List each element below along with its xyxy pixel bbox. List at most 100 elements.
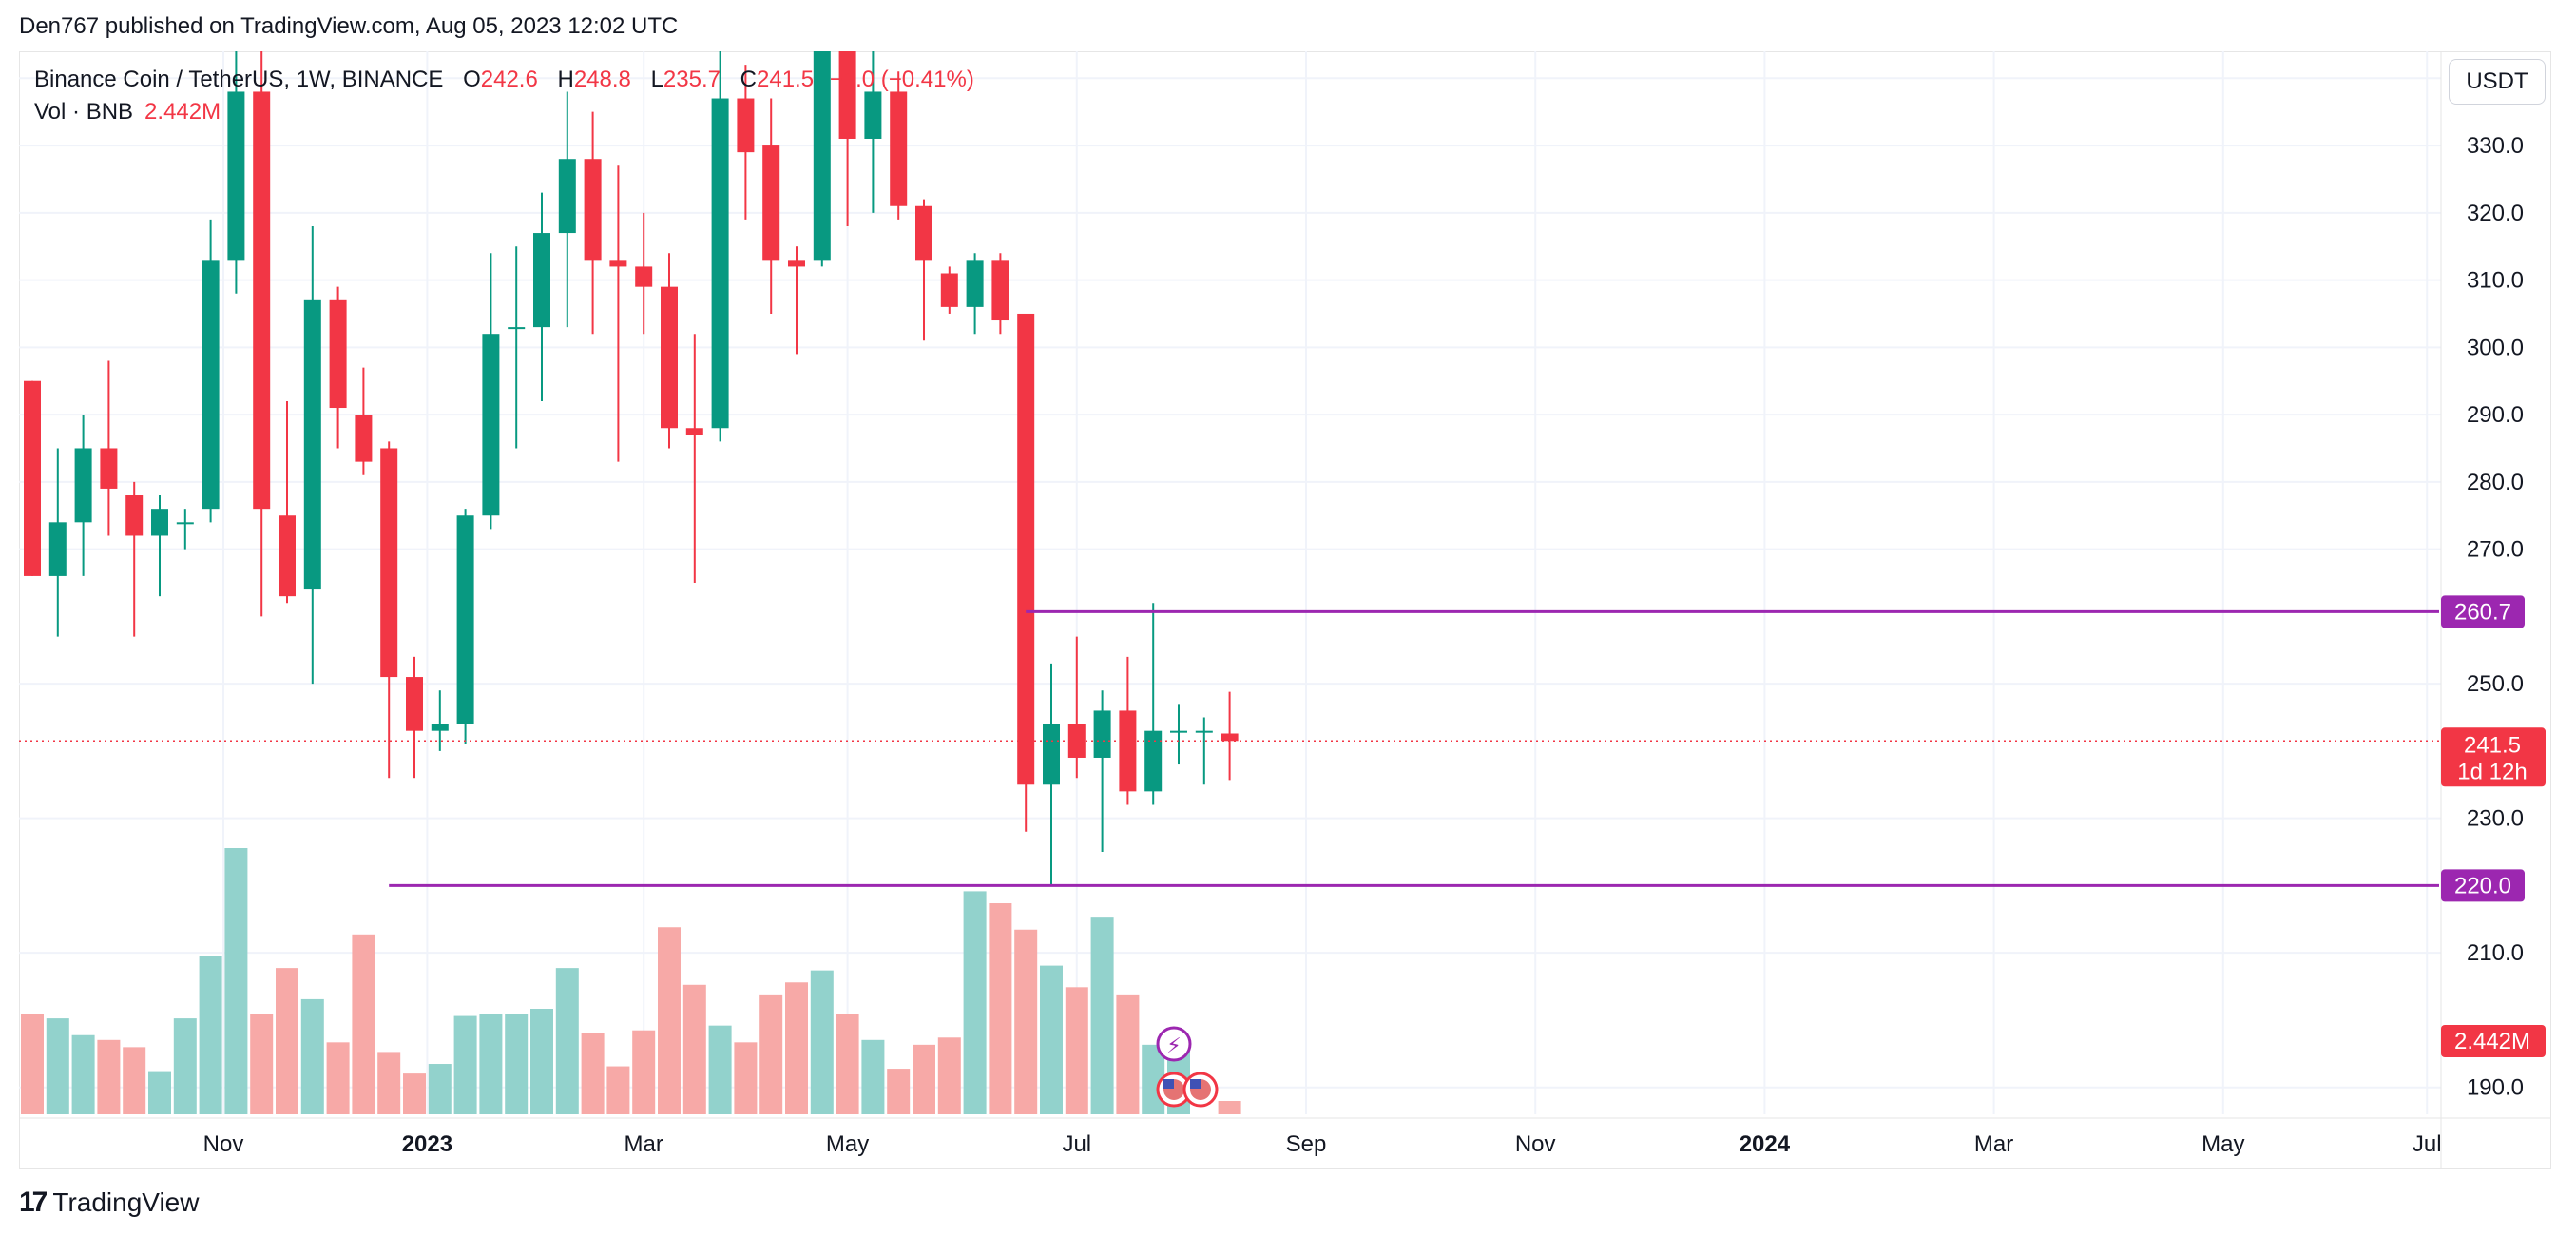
volume-bar (1116, 994, 1140, 1114)
close-value: 241.5 (757, 67, 815, 92)
volume-bar (453, 1015, 477, 1114)
level-price-label: 220.0 (2454, 873, 2511, 898)
volume-badge (2441, 1025, 2546, 1057)
candle-body (838, 51, 856, 139)
x-tick-label: Nov (203, 1131, 244, 1157)
candle-body (1093, 710, 1111, 758)
open-label: O (463, 67, 481, 92)
x-tick-label: May (2201, 1131, 2244, 1157)
volume-bar (1014, 929, 1038, 1114)
y-tick-label: 290.0 (2467, 402, 2524, 428)
volume-bar (937, 1037, 961, 1114)
candle-body (329, 299, 347, 409)
candle-body (125, 495, 144, 536)
currency-button[interactable]: USDT (2449, 59, 2546, 105)
chart-frame (19, 51, 2551, 1169)
level-price-badge (2441, 869, 2525, 902)
y-tick-label: 230.0 (2467, 806, 2524, 832)
volume-bar (505, 1014, 529, 1114)
x-tick-label: Sep (1286, 1131, 1327, 1157)
x-tick-label: Mar (1974, 1131, 2013, 1157)
candle-body (355, 415, 373, 462)
candle-body (380, 448, 398, 678)
high-value: 248.8 (573, 67, 631, 92)
volume-bar (759, 994, 783, 1114)
candle-body (635, 266, 653, 287)
volume-bar (300, 998, 324, 1114)
candle-body (48, 522, 67, 576)
volume-label[interactable]: Vol · BNB (34, 99, 134, 125)
candle-body (1067, 724, 1086, 758)
volume-bar (1065, 987, 1088, 1114)
volume-bar (861, 1039, 885, 1114)
volume-bar (148, 1071, 171, 1114)
candle-body (558, 159, 576, 234)
volume-bar (989, 903, 1012, 1114)
candle-body (508, 327, 526, 330)
candle-body (915, 205, 932, 261)
low-value: 235.7 (663, 67, 721, 92)
candle-body (864, 91, 882, 139)
volume-bar (199, 956, 222, 1114)
volume-bar (658, 927, 681, 1114)
change-value: −1.0 (−0.41%) (829, 67, 974, 92)
candle-body (1170, 730, 1187, 733)
tradingview-brand[interactable]: 17 TradingView (19, 1187, 199, 1219)
x-tick-label: Jul (2413, 1131, 2442, 1157)
y-tick-label: 250.0 (2467, 671, 2524, 697)
volume-bar (1040, 965, 1063, 1114)
lightning-event-icon (1156, 1026, 1192, 1062)
close-label: C (740, 67, 757, 92)
volume-bar (428, 1064, 452, 1114)
x-tick-label: Nov (1515, 1131, 1556, 1157)
volume-bar (46, 1018, 69, 1114)
candle-body (737, 98, 755, 153)
plot-area (21, 51, 1241, 1114)
candle-body (1043, 724, 1060, 785)
candle-body (279, 515, 296, 597)
volume-bar (1218, 1101, 1241, 1114)
y-tick-label: 280.0 (2467, 470, 2524, 495)
volume-bar (21, 1014, 44, 1114)
candle-body (991, 260, 1009, 321)
candle-body (788, 260, 805, 267)
y-tick-label: 270.0 (2467, 537, 2524, 563)
volume-legend: Vol · BNB 2.442M (34, 99, 221, 126)
candle-body (966, 260, 984, 307)
volume-bar (581, 1033, 605, 1114)
candle-body (940, 273, 958, 307)
brand-name: TradingView (52, 1188, 200, 1217)
volume-bar (224, 848, 248, 1114)
low-label: L (650, 67, 663, 92)
volume-bar (326, 1042, 350, 1114)
y-tick-label: 330.0 (2467, 133, 2524, 159)
us-flag-canton-icon (1163, 1079, 1174, 1089)
symbol-title[interactable]: Binance Coin / TetherUS, 1W, BINANCE (34, 67, 444, 92)
candle-body (661, 286, 678, 429)
volume-bar (71, 1034, 95, 1114)
volume-bar (250, 1014, 274, 1114)
tradingview-logo-icon: 17 (19, 1187, 48, 1218)
volume-bar (123, 1047, 146, 1114)
volume-bar (1090, 917, 1114, 1114)
volume-bar (836, 1014, 859, 1114)
x-tick-label: 2024 (1740, 1131, 1791, 1157)
last-price-badge (2441, 727, 2546, 787)
candle-body (406, 677, 423, 731)
candle-body (176, 522, 194, 525)
x-tick-label: 2023 (402, 1131, 452, 1157)
candle-body (303, 299, 321, 590)
candle-body (482, 334, 500, 516)
volume-bar (530, 1009, 553, 1114)
volume-bar (276, 968, 298, 1114)
y-tick-label: 320.0 (2467, 201, 2524, 226)
high-label: H (557, 67, 574, 92)
candle-body (711, 98, 729, 429)
volume-bar (403, 1073, 426, 1114)
candle-body (762, 145, 780, 261)
volume-bar (97, 1039, 121, 1114)
candle-body (253, 91, 271, 510)
level-price-label: 260.7 (2454, 599, 2511, 625)
candle-body (685, 428, 703, 435)
